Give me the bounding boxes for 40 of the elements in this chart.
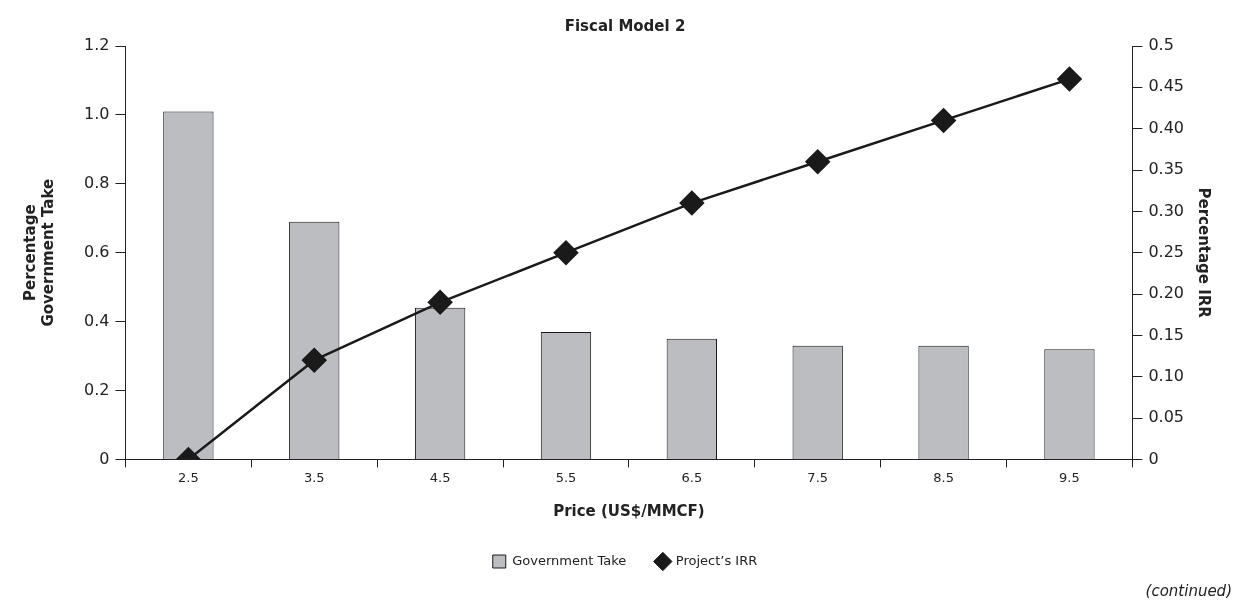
y-tick-label: 0.2 (83, 379, 110, 399)
x-tick-label: 2.5 (178, 469, 199, 485)
y2-tick-label: 0.35 (1148, 159, 1184, 179)
y2-axis-title: Percentage IRR (1195, 187, 1214, 319)
legend-label: Government Take (512, 552, 627, 568)
y2-tick-label: 0.20 (1148, 283, 1184, 303)
y-axis-title: Percentage Government Take (20, 178, 57, 327)
chart-title: Fiscal Model 2 (564, 16, 686, 35)
point (553, 240, 579, 265)
point (1057, 66, 1082, 92)
y-tick-label: 1.2 (83, 35, 110, 55)
y2-tick-label: 0.10 (1148, 365, 1184, 385)
y2-tick-label: 0.25 (1148, 241, 1184, 261)
y-tick-label: 0.6 (83, 241, 110, 261)
y2-tick-label: 0.5 (1148, 35, 1174, 55)
text: (continued) (1145, 581, 1232, 600)
y2-tick-label: 0.30 (1148, 200, 1184, 220)
point (302, 347, 327, 373)
x-tick-label: 3.5 (303, 469, 325, 485)
y2-tick-label: 0.15 (1148, 324, 1184, 344)
y2-tick-label: 0.05 (1148, 407, 1184, 427)
x-tick-label: 8.5 (933, 469, 954, 485)
legend-label: Project’s IRR (675, 552, 758, 568)
x-tick-label: 7.5 (807, 469, 829, 485)
x-tick-label: 4.5 (429, 469, 451, 485)
x-tick-label: 9.5 (1059, 469, 1080, 485)
y2-tick-label: 0.45 (1148, 76, 1184, 96)
x-tick-label: 5.5 (555, 469, 577, 485)
y-tick-label: 0.8 (83, 172, 110, 192)
point (931, 108, 956, 133)
y-tick-label: 1.0 (83, 104, 110, 124)
x-axis-title: Price (US$/MMCF) (553, 501, 705, 520)
y-tick-label: 0 (99, 448, 110, 468)
point (679, 190, 705, 216)
x-tick-label: 6.5 (681, 469, 703, 485)
y2-tick-label: 0.40 (1148, 117, 1184, 137)
y2-tick-label: 0 (1148, 448, 1159, 468)
point (805, 149, 830, 174)
point (427, 290, 453, 315)
y-tick-label: 0.4 (83, 310, 110, 330)
